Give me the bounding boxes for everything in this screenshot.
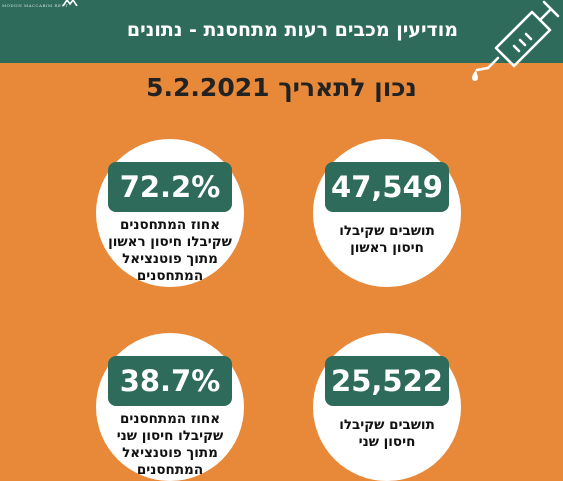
logo-mark-icon xyxy=(62,0,78,6)
stat-label-line: חיסון שני xyxy=(358,434,416,450)
header-bar: MODIIN MACCABIM REUT מודיעין מכבים רעות … xyxy=(0,0,563,81)
stat-label-line: תושבים שקיבלו xyxy=(339,223,435,239)
stat-value: 47,549 xyxy=(325,162,449,212)
stat-value: 72.2% xyxy=(108,162,232,212)
page-title: מודיעין מכבים רעות מתחסנת - נתונים xyxy=(126,19,458,41)
stat-card-first-dose-count: 47,549 תושבים שקיבלו חיסון ראשון xyxy=(313,139,461,287)
date-heading: נכון לתאריך 5.2.2021 xyxy=(146,73,417,102)
stat-label-line: אחוז המתחסנים xyxy=(119,217,221,233)
stat-label-line: מתוך פוטנציאל xyxy=(122,445,218,461)
stat-value: 25,522 xyxy=(325,356,449,406)
stat-value: 38.7% xyxy=(108,356,232,406)
stat-label-line: אחוז המתחסנים xyxy=(119,411,221,427)
logo-text: MODIIN MACCABIM REUT xyxy=(2,3,69,8)
stat-card-second-dose-count: 25,522 תושבים שקיבלו חיסון שני xyxy=(313,333,461,481)
stat-label-line: המתחסנים xyxy=(136,462,204,478)
stat-label: תושבים שקיבלו חיסון ראשון xyxy=(317,223,457,257)
syringe-icon xyxy=(472,0,560,81)
stat-card-second-dose-percent: 38.7% אחוז המתחסנים שקיבלו חיסון שני מתו… xyxy=(96,333,244,481)
stat-label-line: שקיבלו חיסון שני xyxy=(116,428,224,444)
stat-label-line: תושבים שקיבלו xyxy=(339,417,435,433)
stat-label-line: המתחסנים xyxy=(136,268,204,284)
stat-label: אחוז המתחסנים שקיבלו חיסון שני מתוך פוטנ… xyxy=(100,411,240,479)
stat-label-line: מתוך פוטנציאל xyxy=(122,251,218,267)
stat-label: תושבים שקיבלו חיסון שני xyxy=(317,417,457,451)
stat-label: אחוז המתחסנים שקיבלו חיסון ראשון מתוך פו… xyxy=(100,217,240,285)
stat-card-first-dose-percent: 72.2% אחוז המתחסנים שקיבלו חיסון ראשון מ… xyxy=(96,139,244,287)
stat-label-line: חיסון ראשון xyxy=(350,240,424,256)
stat-label-line: שקיבלו חיסון ראשון xyxy=(108,234,232,250)
logo: MODIIN MACCABIM REUT xyxy=(2,0,80,20)
